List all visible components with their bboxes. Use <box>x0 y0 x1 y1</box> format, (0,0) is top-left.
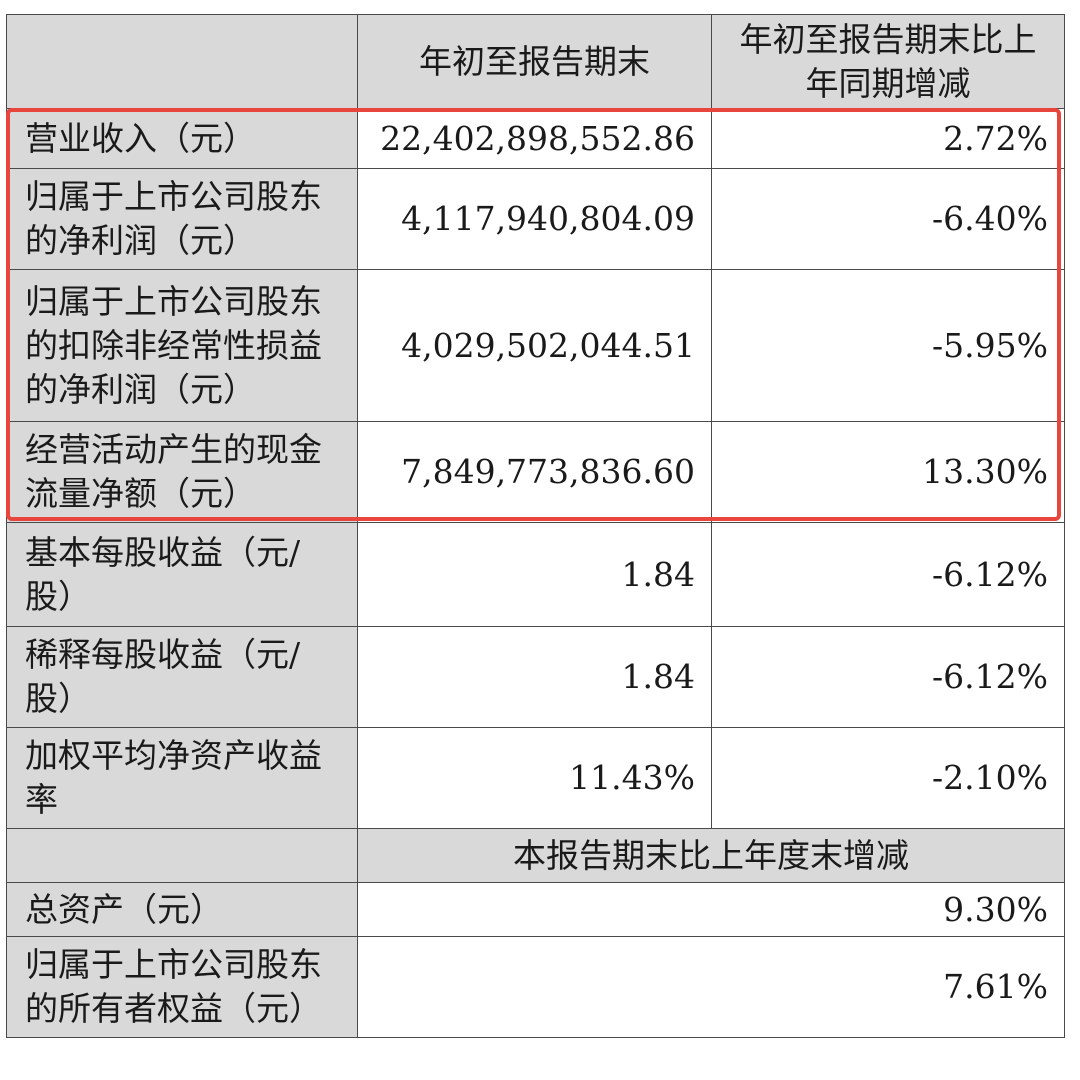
row-label: 营业收入（元） <box>6 108 358 169</box>
row-label: 归属于上市公司股东的净利润（元） <box>6 168 358 270</box>
header-yoy-change: 年初至报告期末比上年同期增减 <box>711 14 1065 109</box>
row-ytd-value: 1.84 <box>357 626 712 728</box>
row-ytd-value: 4,117,940,804.09 <box>357 168 712 270</box>
table-row: 加权平均净资产收益率 11.43% -2.10% <box>6 727 1065 829</box>
table-row: 稀释每股收益（元/股） 1.84 -6.12% <box>6 626 1065 728</box>
row-label: 加权平均净资产收益率 <box>6 727 358 829</box>
row-change-value: -2.10% <box>711 727 1065 829</box>
row-change-value: -5.95% <box>711 269 1065 422</box>
header-blank-cell <box>6 14 358 109</box>
row-label: 经营活动产生的现金流量净额（元） <box>6 421 358 523</box>
row-change-value: 7.61% <box>357 936 1065 1038</box>
table-header-row: 年初至报告期末 年初至报告期末比上年同期增减 <box>6 14 1065 109</box>
row-change-value: -6.12% <box>711 626 1065 728</box>
row-ytd-value: 4,029,502,044.51 <box>357 269 712 422</box>
table-row: 基本每股收益（元/股） 1.84 -6.12% <box>6 522 1065 627</box>
row-ytd-value: 1.84 <box>357 522 712 627</box>
row-ytd-value: 22,402,898,552.86 <box>357 108 712 169</box>
row-change-value: 9.30% <box>357 882 1065 937</box>
row-label: 归属于上市公司股东的所有者权益（元） <box>6 936 358 1038</box>
row-change-value: 13.30% <box>711 421 1065 523</box>
table-row: 归属于上市公司股东的净利润（元） 4,117,940,804.09 -6.40% <box>6 168 1065 270</box>
table-row: 归属于上市公司股东的扣除非经常性损益的净利润（元） 4,029,502,044.… <box>6 269 1065 422</box>
table-row: 总资产（元） 9.30% <box>6 882 1065 937</box>
financial-summary-table: 年初至报告期末 年初至报告期末比上年同期增减 营业收入（元） 22,402,89… <box>6 14 1065 1038</box>
row-change-value: -6.12% <box>711 522 1065 627</box>
subheader-blank-cell <box>6 828 358 883</box>
subheader-period-end-change: 本报告期末比上年度末增减 <box>357 828 1065 883</box>
row-label: 稀释每股收益（元/股） <box>6 626 358 728</box>
table-row: 营业收入（元） 22,402,898,552.86 2.72% <box>6 108 1065 169</box>
row-label: 归属于上市公司股东的扣除非经常性损益的净利润（元） <box>6 269 358 422</box>
table-subheader-row: 本报告期末比上年度末增减 <box>6 828 1065 883</box>
row-change-value: 2.72% <box>711 108 1065 169</box>
table-row: 经营活动产生的现金流量净额（元） 7,849,773,836.60 13.30% <box>6 421 1065 523</box>
header-ytd: 年初至报告期末 <box>357 14 712 109</box>
row-label: 总资产（元） <box>6 882 358 937</box>
table-row: 归属于上市公司股东的所有者权益（元） 7.61% <box>6 936 1065 1038</box>
row-ytd-value: 7,849,773,836.60 <box>357 421 712 523</box>
row-label: 基本每股收益（元/股） <box>6 522 358 627</box>
row-change-value: -6.40% <box>711 168 1065 270</box>
row-ytd-value: 11.43% <box>357 727 712 829</box>
